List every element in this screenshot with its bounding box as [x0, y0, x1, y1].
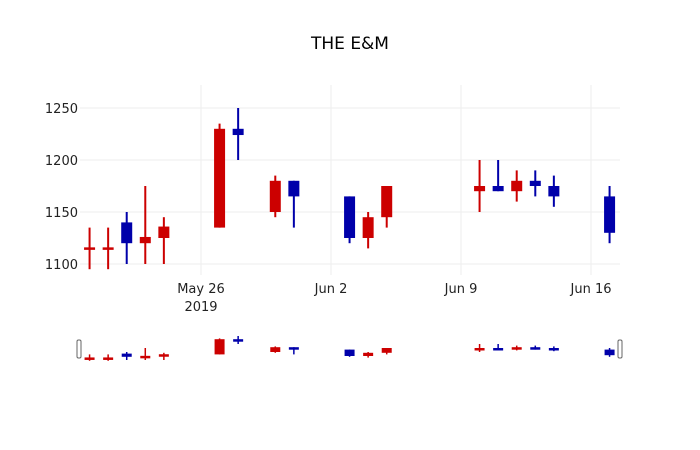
slider-candle-body [493, 348, 504, 351]
candle-body [604, 196, 616, 233]
candle-increasing [492, 160, 504, 192]
slider-candle-body [344, 349, 355, 356]
candle-body [139, 236, 151, 244]
candle-decreasing [381, 186, 393, 228]
candle-increasing [548, 175, 560, 207]
slider-candle-body [84, 357, 95, 360]
x-tick-label: May 26 [177, 282, 225, 297]
candle-increasing [344, 196, 356, 244]
slider-candle-body [363, 352, 374, 356]
candle-increasing [529, 170, 541, 197]
candle-increasing [288, 180, 300, 228]
slider-candle-body [140, 355, 151, 359]
candle-body [84, 247, 96, 250]
candle-decreasing [214, 123, 226, 228]
slider-candle-body [214, 339, 225, 355]
candle-body [102, 247, 114, 250]
candles [84, 108, 616, 270]
candle-body [121, 222, 133, 244]
slider-candle-body [158, 354, 169, 357]
range-slider-left-handle [76, 339, 82, 359]
range-slider[interactable] [76, 336, 623, 361]
candle-body [474, 186, 486, 192]
y-tick-label: 1200 [45, 154, 78, 169]
x-axis-ticks: May 26 2019 Jun 2 Jun 9 Jun 16 [177, 282, 611, 315]
candle-body [529, 180, 541, 186]
slider-candle-body [233, 339, 244, 342]
candle-body [158, 226, 170, 238]
slider-candle-body [530, 347, 541, 350]
slider-candle-body [381, 348, 392, 353]
candle-decreasing [102, 227, 114, 270]
candle-body [288, 180, 300, 197]
slider-candle-body [548, 348, 559, 351]
x-tick-label: Jun 9 [444, 282, 478, 297]
y-axis-ticks: 1100 1150 1200 1250 [45, 102, 78, 273]
slider-candle-body [103, 357, 114, 360]
y-tick-label: 1250 [45, 102, 78, 117]
candle-increasing [232, 108, 244, 160]
range-slider-right-handle [617, 339, 623, 359]
candle-decreasing [474, 160, 486, 212]
slider-candle-body [511, 347, 522, 350]
slider-candle-body [288, 347, 299, 350]
candle-body [511, 180, 523, 192]
candle-increasing [604, 186, 616, 244]
candle-decreasing [269, 175, 281, 218]
chart-title: THE E&M [310, 34, 389, 54]
candle-body [362, 217, 374, 238]
x-tick-label: Jun 16 [570, 282, 612, 297]
candle-body [492, 186, 504, 192]
y-tick-label: 1100 [45, 258, 78, 273]
x-tick-label: Jun 2 [314, 282, 348, 297]
candle-body [232, 128, 244, 136]
candle-decreasing [511, 170, 523, 202]
slider-candle-body [270, 347, 281, 352]
candle-decreasing [139, 186, 151, 264]
slider-candle-body [121, 353, 132, 357]
slider-candle-body [474, 348, 485, 351]
candle-decreasing [84, 227, 96, 270]
y-tick-label: 1150 [45, 206, 78, 221]
candle-decreasing [158, 217, 170, 264]
candle-body [214, 128, 226, 228]
candle-decreasing [362, 212, 374, 249]
candle-body [269, 180, 281, 212]
x-tick-year: 2019 [184, 300, 217, 315]
candle-body [548, 186, 560, 197]
grid-lines [80, 85, 620, 275]
slider-candle-body [604, 349, 615, 356]
candle-body [344, 196, 356, 238]
candle-increasing [121, 212, 133, 264]
candle-body [381, 186, 393, 218]
